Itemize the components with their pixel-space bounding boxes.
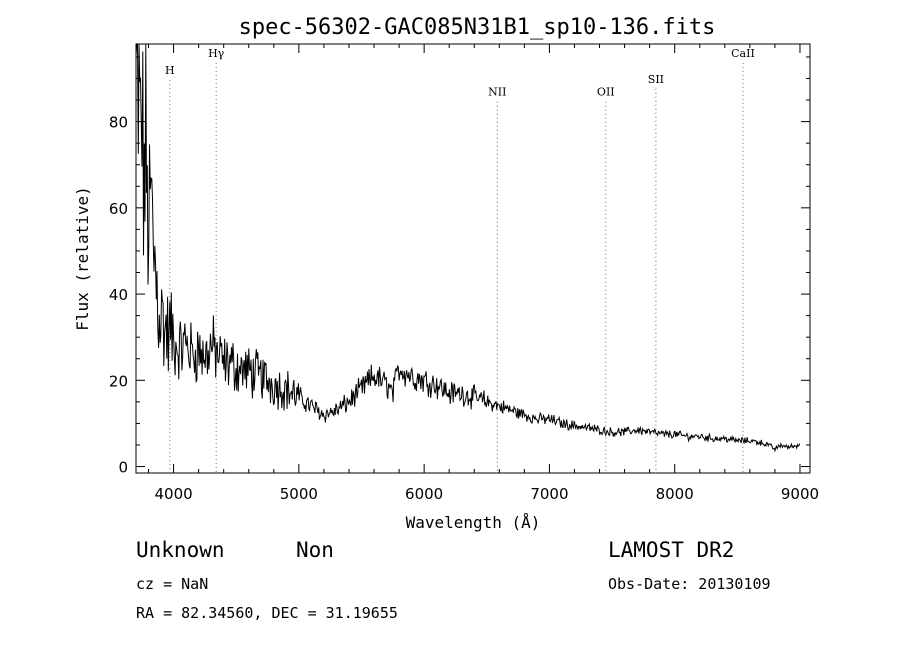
- x-tick-label: 6000: [405, 485, 443, 503]
- plot-frame: [135, 43, 811, 474]
- x-tick-label: 5000: [280, 485, 318, 503]
- object-class: Unknown: [136, 538, 225, 562]
- chart-title: spec-56302-GAC085N31B1_sp10-136.fits: [239, 15, 716, 40]
- survey-name: LAMOST DR2: [608, 538, 735, 562]
- line-marker-label: CaII: [731, 47, 755, 60]
- y-tick-label: 80: [109, 114, 128, 132]
- x-tick-label: 4000: [154, 485, 192, 503]
- line-marker-label: NII: [488, 86, 506, 99]
- y-tick-label: 40: [109, 286, 128, 304]
- x-axis-label: Wavelength (Å): [406, 513, 541, 532]
- observation-date: Obs-Date: 20130109: [608, 575, 771, 593]
- y-tick-label: 60: [109, 200, 128, 218]
- y-axis-label: Flux (relative): [73, 186, 92, 331]
- y-tick-label: 0: [118, 459, 128, 477]
- line-marker-label: SII: [648, 73, 664, 86]
- x-tick-label: 7000: [530, 485, 568, 503]
- redshift-cz: cz = NaN: [136, 575, 209, 593]
- line-marker-label: H: [165, 64, 175, 77]
- x-tick-label: 8000: [656, 485, 694, 503]
- y-tick-label: 20: [109, 372, 128, 390]
- object-subclass: Non: [296, 538, 334, 562]
- line-marker-label: Hγ: [208, 47, 225, 60]
- ra-dec-coordinates: RA = 82.34560, DEC = 31.19655: [136, 604, 398, 622]
- line-marker-label: OII: [597, 86, 615, 99]
- spectrum-series: [135, 42, 801, 453]
- x-tick-label: 9000: [781, 485, 819, 503]
